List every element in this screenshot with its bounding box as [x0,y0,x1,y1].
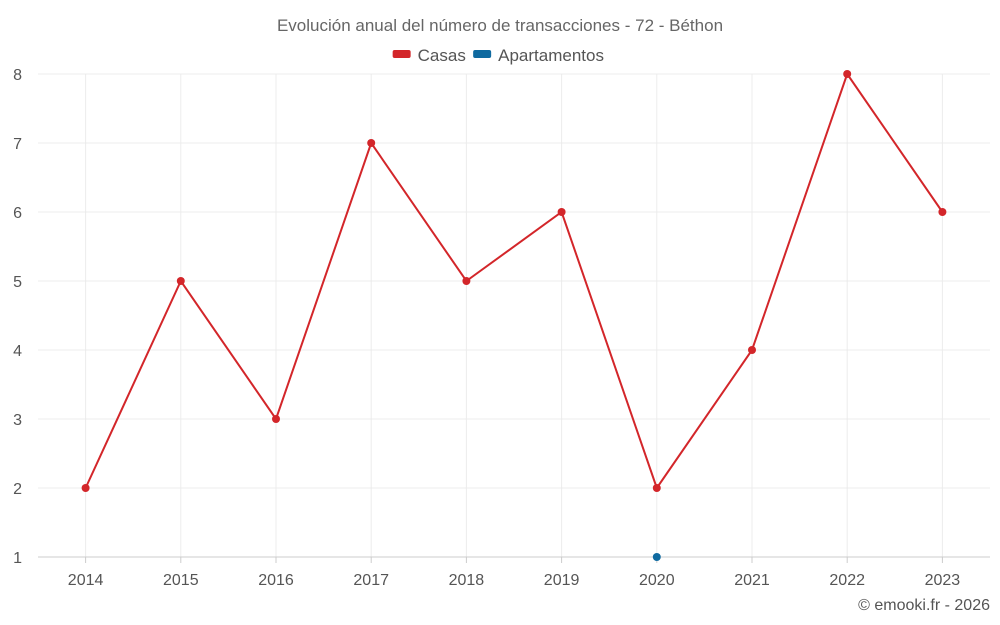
y-tick-label: 1 [13,550,22,567]
legend-swatch-casas [392,50,411,58]
legend: Casas Apartamentos [392,46,604,65]
data-point-casas[interactable] [176,277,185,285]
series-layer [81,70,947,561]
credit: © emooki.fr - 2026 [858,597,990,614]
y-tick-label: 5 [13,274,22,291]
x-tick-label: 2017 [353,572,389,589]
x-tick-label: 2020 [639,572,675,589]
x-tick-label: 2014 [68,572,104,589]
data-point-casas[interactable] [462,277,471,285]
data-point-casas[interactable] [843,70,852,78]
y-tick-label: 4 [13,343,22,360]
x-tick-label: 2023 [925,572,961,589]
x-tick-label: 2022 [829,572,865,589]
x-tick-label: 2018 [449,572,485,589]
y-tick-label: 2 [13,481,22,498]
x-tick-label: 2019 [544,572,580,589]
y-tick-label: 6 [13,205,22,222]
legend-swatch-apartamentos [473,50,492,58]
data-point-casas[interactable] [652,484,661,492]
data-point-casas[interactable] [81,484,90,492]
data-point-casas[interactable] [938,208,947,216]
grid [38,73,990,557]
data-point-apartamentos[interactable] [652,553,661,561]
series-line-casas [84,71,944,491]
data-point-casas[interactable] [272,415,280,423]
y-tick-label: 7 [13,136,22,153]
x-axis: 2014 2015 2016 2017 2018 2019 2020 2021 2022 2023 [38,556,990,589]
x-tick-label: 2021 [734,572,770,589]
legend-item-apartamentos[interactable]: Apartamentos [498,46,604,65]
data-point-casas[interactable] [557,208,566,216]
data-point-casas[interactable] [367,139,376,147]
y-axis: 1 2 3 4 5 6 7 8 [13,67,22,567]
y-tick-label: 3 [13,412,22,429]
legend-item-casas[interactable]: Casas [418,46,466,65]
x-tick-label: 2016 [258,572,294,589]
y-tick-label: 8 [13,67,22,84]
data-point-casas[interactable] [748,346,756,354]
chart-title: Evolución anual del número de transaccio… [277,16,723,35]
x-tick-label: 2015 [163,572,199,589]
